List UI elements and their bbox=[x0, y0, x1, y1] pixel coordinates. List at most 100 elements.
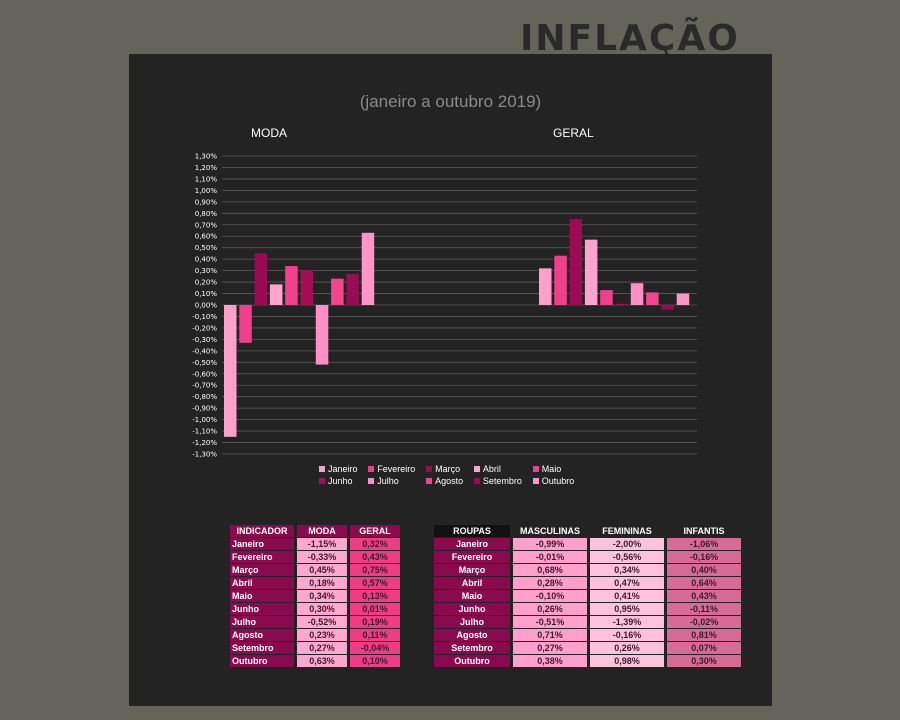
legend-item: Setembro bbox=[473, 476, 527, 486]
table-cell: 0,34% bbox=[590, 564, 664, 576]
legend-item: Maio bbox=[532, 464, 579, 474]
table-cell: 0,45% bbox=[297, 564, 347, 576]
bar-geral-fevereiro bbox=[554, 255, 567, 305]
row-label: Maio bbox=[230, 590, 294, 602]
row-label: Agosto bbox=[434, 629, 510, 641]
bar-chart: 1,30% 1,20% 1,10% 1,00% 0,90% 0,80% 0,70% 0,60%… bbox=[192, 153, 697, 459]
table-cell: -0,52% bbox=[297, 616, 347, 628]
legend-label: Maio bbox=[541, 464, 562, 474]
table-cell: 0,63% bbox=[297, 655, 347, 667]
bar-geral-julho bbox=[630, 283, 644, 305]
bar-moda-julho bbox=[315, 305, 329, 365]
table-cell: -0,33% bbox=[297, 551, 347, 563]
bar-geral-janeiro bbox=[539, 268, 552, 305]
column-header: FEMININAS bbox=[602, 526, 652, 536]
legend-swatch bbox=[473, 466, 480, 472]
row-label: Janeiro bbox=[230, 538, 294, 550]
row-label: Julho bbox=[230, 616, 294, 628]
table-row: Março 0,45% 0,75% bbox=[230, 564, 400, 576]
table-cell: -0,11% bbox=[667, 603, 741, 615]
table-cell: 0,95% bbox=[590, 603, 664, 615]
row-label: Junho bbox=[434, 603, 510, 615]
roupas-table: ROUPAS MASCULINAS FEMININAS INFANTIS Janeir… bbox=[431, 524, 744, 668]
table-cell: 0,07% bbox=[667, 642, 741, 654]
chart-subtitle: (janeiro a outubro 2019) bbox=[359, 92, 542, 111]
table-row: Setembro 0,27% -0,04% bbox=[230, 642, 400, 654]
y-tick-label: 0,50% bbox=[195, 244, 218, 252]
table-cell: 0,13% bbox=[350, 590, 400, 602]
table-cell: 0,64% bbox=[667, 577, 741, 589]
bar-moda-maio bbox=[285, 266, 298, 305]
table-cell: 0,75% bbox=[350, 564, 400, 576]
panel-label-moda: MODA bbox=[251, 126, 287, 140]
table-row: Junho 0,26% 0,95% -0,11% bbox=[434, 603, 741, 615]
table-cell: 0,10% bbox=[350, 655, 400, 667]
bar-geral-junho bbox=[615, 303, 628, 305]
y-tick-label: -0,90% bbox=[192, 405, 217, 413]
row-label: Fevereiro bbox=[434, 551, 510, 563]
table-row: Maio -0,10% 0,41% 0,43% bbox=[434, 590, 741, 602]
y-tick-label: -1,10% bbox=[192, 428, 217, 436]
y-tick-label: -1,30% bbox=[192, 451, 217, 459]
legend-label: Agosto bbox=[435, 476, 464, 486]
table-cell: 0,81% bbox=[667, 629, 741, 641]
table-row: Maio 0,34% 0,13% bbox=[230, 590, 400, 602]
table-cell: -0,10% bbox=[513, 590, 587, 602]
table-cell: 0,68% bbox=[513, 564, 587, 576]
table-row: Julho -0,52% 0,19% bbox=[230, 616, 400, 628]
row-label: Maio bbox=[434, 590, 510, 602]
table-cell: 0,26% bbox=[513, 603, 587, 615]
legend-item: Abril bbox=[473, 464, 527, 474]
table-cell: -0,16% bbox=[590, 629, 664, 641]
table-row: Março 0,68% 0,34% 0,40% bbox=[434, 564, 741, 576]
chart-panel: (janeiro a outubro 2019) MODA GERAL 1,30… bbox=[129, 54, 772, 706]
bar-moda-abril bbox=[269, 284, 283, 305]
y-tick-label: 0,00% bbox=[195, 302, 218, 310]
table-cell: 0,43% bbox=[350, 551, 400, 563]
column-header: MASCULINAS bbox=[520, 526, 580, 536]
row-label: Março bbox=[434, 564, 510, 576]
y-tick-label: 1,20% bbox=[195, 164, 218, 172]
y-tick-label: 0,40% bbox=[195, 256, 218, 264]
y-tick-label: -0,50% bbox=[192, 359, 217, 367]
y-tick-label: 1,10% bbox=[195, 175, 218, 183]
table-cell: 0,43% bbox=[667, 590, 741, 602]
bar-geral-março bbox=[569, 219, 583, 305]
y-tick-label: 0,20% bbox=[195, 279, 218, 287]
bar-moda-junho bbox=[300, 270, 313, 305]
y-tick-label: -0,10% bbox=[192, 313, 217, 321]
row-label: Junho bbox=[230, 603, 294, 615]
bar-moda-janeiro bbox=[224, 305, 237, 437]
legend-swatch bbox=[426, 478, 433, 484]
table-cell: -0,51% bbox=[513, 616, 587, 628]
table-cell: 0,18% bbox=[297, 577, 347, 589]
row-label: Abril bbox=[230, 577, 294, 589]
table-cell: 0,32% bbox=[350, 538, 400, 550]
y-tick-label: 0,70% bbox=[195, 221, 218, 229]
bar-moda-agosto bbox=[331, 278, 344, 305]
table-cell: -0,99% bbox=[513, 538, 587, 550]
legend-swatch bbox=[368, 478, 375, 484]
table-cell: -1,06% bbox=[667, 538, 741, 550]
table-cell: 0,11% bbox=[350, 629, 400, 641]
legend-label: Fevereiro bbox=[377, 464, 416, 474]
table-row: Setembro 0,27% 0,26% 0,07% bbox=[434, 642, 741, 654]
legend-swatch bbox=[532, 478, 539, 484]
legend-item: Julho bbox=[368, 476, 420, 486]
row-label: Abril bbox=[434, 577, 510, 589]
legend-item: Junho bbox=[319, 476, 362, 486]
bar-geral-outubro bbox=[676, 293, 690, 305]
bar-geral-maio bbox=[600, 290, 613, 305]
legend-item: Janeiro bbox=[319, 464, 362, 474]
table-cell: -0,16% bbox=[667, 551, 741, 563]
table-cell: 0,19% bbox=[350, 616, 400, 628]
bar-moda-setembro bbox=[346, 274, 359, 305]
y-tick-label: 0,90% bbox=[195, 198, 218, 206]
legend-item: Agosto bbox=[426, 476, 468, 486]
table-row: Janeiro -1,15% 0,32% bbox=[230, 538, 400, 550]
table-cell: 0,38% bbox=[513, 655, 587, 667]
legend-swatch bbox=[319, 466, 325, 472]
column-header: INFANTIS bbox=[683, 526, 725, 536]
row-label: Agosto bbox=[230, 629, 294, 641]
bar-moda-outubro bbox=[361, 232, 375, 305]
